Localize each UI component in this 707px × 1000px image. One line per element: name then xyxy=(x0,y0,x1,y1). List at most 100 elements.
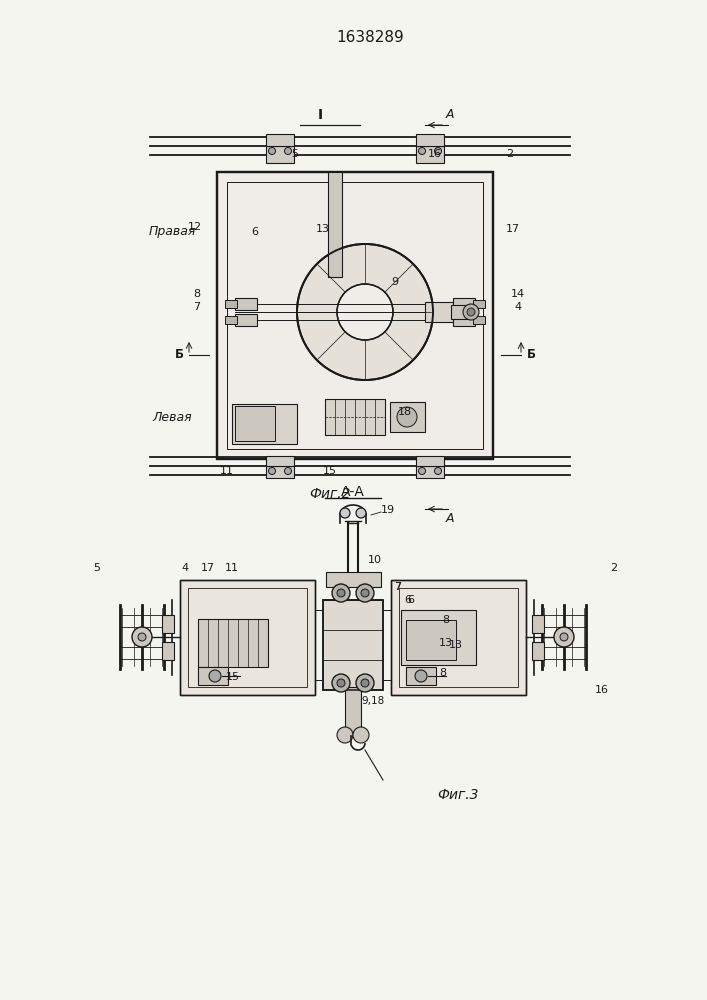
Circle shape xyxy=(415,670,427,682)
Text: 4: 4 xyxy=(515,302,522,312)
Text: Б: Б xyxy=(527,349,535,361)
Bar xyxy=(406,620,456,660)
Text: 16: 16 xyxy=(595,685,609,695)
Text: 14: 14 xyxy=(511,289,525,299)
Text: 9,18: 9,18 xyxy=(361,696,385,706)
Bar xyxy=(326,572,381,587)
Text: 7: 7 xyxy=(395,582,402,592)
Text: 8: 8 xyxy=(443,615,450,625)
Circle shape xyxy=(356,584,374,602)
Text: 2: 2 xyxy=(506,149,513,159)
Bar xyxy=(266,146,294,163)
Bar xyxy=(416,134,444,146)
Bar xyxy=(425,302,455,322)
Text: 6: 6 xyxy=(407,595,414,605)
Bar xyxy=(406,667,436,685)
Text: 9: 9 xyxy=(392,277,399,287)
Bar xyxy=(399,588,518,687)
Text: 13: 13 xyxy=(449,640,463,650)
Bar xyxy=(225,316,237,324)
Text: 17: 17 xyxy=(201,563,215,573)
Bar xyxy=(416,146,444,163)
Text: 15: 15 xyxy=(323,466,337,476)
Circle shape xyxy=(284,147,291,154)
Text: 17: 17 xyxy=(506,224,520,234)
Bar xyxy=(198,619,268,667)
Text: 2: 2 xyxy=(610,563,617,573)
Text: 6: 6 xyxy=(404,595,411,605)
Text: 8: 8 xyxy=(440,668,447,678)
Circle shape xyxy=(332,674,350,692)
Bar xyxy=(235,406,275,441)
Text: A: A xyxy=(445,108,455,121)
Text: I: I xyxy=(317,108,322,122)
Bar xyxy=(451,305,476,319)
Circle shape xyxy=(435,468,441,475)
Bar xyxy=(391,580,526,695)
Circle shape xyxy=(269,147,276,154)
Bar xyxy=(473,300,485,308)
Bar xyxy=(162,642,174,660)
Bar xyxy=(325,399,385,435)
Text: 5: 5 xyxy=(291,149,298,159)
Bar xyxy=(180,580,315,695)
Bar xyxy=(227,182,483,449)
Text: 16: 16 xyxy=(428,149,442,159)
Circle shape xyxy=(284,468,291,475)
Circle shape xyxy=(397,407,417,427)
Bar xyxy=(345,687,361,735)
Circle shape xyxy=(419,147,426,154)
Text: 13: 13 xyxy=(439,638,453,648)
Circle shape xyxy=(138,633,146,641)
Text: 11: 11 xyxy=(225,563,239,573)
Bar xyxy=(416,456,444,466)
Bar xyxy=(453,314,475,326)
Bar xyxy=(416,466,444,478)
Bar xyxy=(217,172,493,459)
Bar xyxy=(328,172,342,277)
Circle shape xyxy=(435,147,441,154)
Bar xyxy=(323,600,383,690)
Text: 5: 5 xyxy=(93,563,100,573)
Bar xyxy=(266,466,294,478)
Bar xyxy=(266,456,294,466)
Circle shape xyxy=(209,670,221,682)
Text: 1638289: 1638289 xyxy=(336,30,404,45)
Text: 15: 15 xyxy=(226,672,240,682)
Text: A: A xyxy=(445,512,455,526)
Text: Фиг.3: Фиг.3 xyxy=(437,788,479,802)
Text: Фиг.2: Фиг.2 xyxy=(309,487,351,501)
Circle shape xyxy=(361,679,369,687)
Circle shape xyxy=(356,508,366,518)
Text: А-А: А-А xyxy=(341,485,365,499)
Text: 11: 11 xyxy=(220,466,234,476)
Text: 4: 4 xyxy=(182,563,189,573)
Bar xyxy=(266,134,294,146)
Bar xyxy=(390,402,425,432)
Bar xyxy=(453,298,475,310)
Bar xyxy=(180,580,315,695)
Circle shape xyxy=(554,627,574,647)
Text: Правая: Правая xyxy=(148,226,196,238)
Text: Левая: Левая xyxy=(152,410,192,424)
Bar xyxy=(323,600,383,690)
Circle shape xyxy=(337,589,345,597)
Bar xyxy=(217,172,493,459)
Bar xyxy=(532,642,544,660)
Circle shape xyxy=(467,308,475,316)
Circle shape xyxy=(463,304,479,320)
Circle shape xyxy=(337,727,353,743)
Circle shape xyxy=(419,468,426,475)
Text: 7: 7 xyxy=(194,302,201,312)
Circle shape xyxy=(337,284,393,340)
Circle shape xyxy=(361,589,369,597)
Bar xyxy=(235,314,257,326)
Bar xyxy=(198,667,228,685)
Bar xyxy=(162,615,174,633)
Circle shape xyxy=(269,468,276,475)
Bar xyxy=(232,404,297,444)
Text: 10: 10 xyxy=(368,555,382,565)
Bar xyxy=(235,298,257,310)
Bar xyxy=(473,316,485,324)
Text: 6: 6 xyxy=(252,227,259,237)
